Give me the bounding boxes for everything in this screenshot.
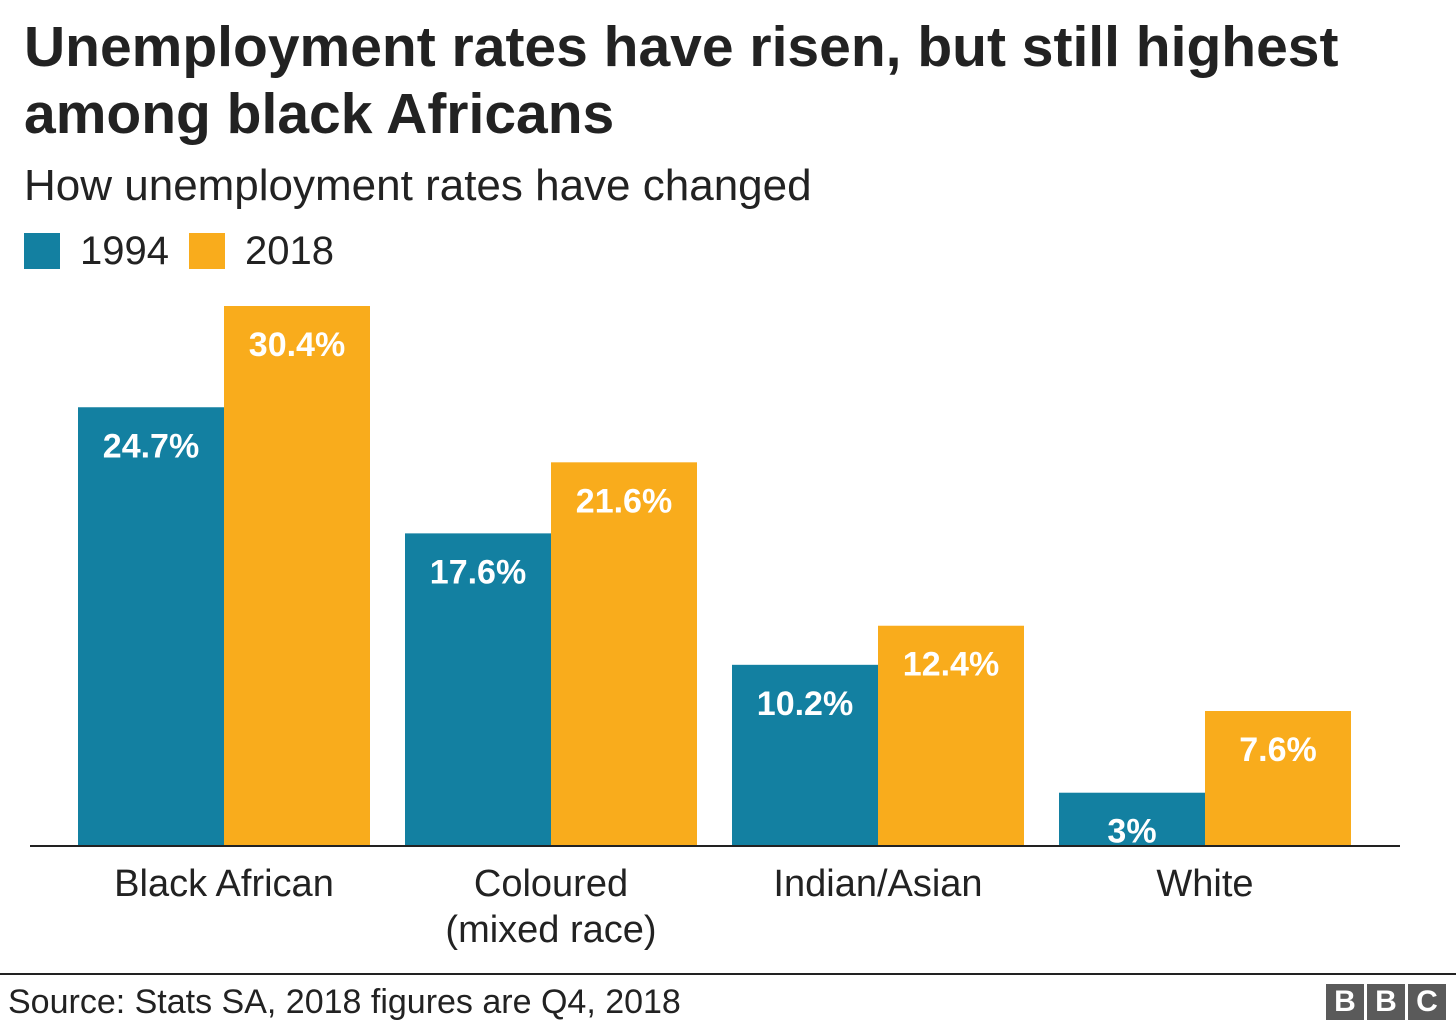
bar-white-1994 (1059, 792, 1205, 846)
data-label: 21.6% (576, 482, 672, 520)
data-label: 12.4% (903, 646, 999, 684)
x-tick-label: Indian/Asian (773, 863, 982, 905)
bar-coloured-mixed-race-2018 (551, 462, 697, 846)
bar-coloured-mixed-race-1994 (405, 533, 551, 846)
bbc-logo: B B C (1323, 984, 1446, 1020)
bbc-logo-letter: C (1408, 984, 1446, 1020)
x-tick-label: Coloured (474, 863, 628, 905)
data-label: 7.6% (1239, 731, 1317, 769)
bar-chart: 24.7% 30.4% Black African 17.6% 21.6% Coloure… (30, 306, 1400, 951)
bbc-logo-letter: B (1367, 984, 1405, 1020)
legend-swatch-1994 (24, 233, 60, 269)
data-label: 10.2% (757, 685, 853, 723)
legend-item-2018: 2018 (188, 227, 334, 275)
bar-indian-asian-2018 (878, 625, 1024, 846)
chart-subtitle: How unemployment rates have changed (24, 161, 812, 210)
legend: 1994 2018 (24, 227, 354, 275)
legend-label-2018: 2018 (244, 229, 334, 273)
x-tick-label: Black African (114, 863, 334, 905)
legend-label-1994: 1994 (80, 229, 169, 273)
bar-black-african-2018 (224, 306, 370, 846)
legend-swatch-2018 (188, 233, 225, 269)
data-label: 17.6% (430, 553, 526, 591)
data-label: 24.7% (103, 427, 199, 465)
bar-indian-asian-1994 (732, 664, 878, 846)
data-label: 3% (1107, 813, 1156, 851)
x-tick-label: White (1156, 863, 1253, 905)
legend-item-1994: 1994 (24, 227, 169, 275)
source-note: Source: Stats SA, 2018 figures are Q4, 2… (8, 983, 681, 1021)
footer-divider (0, 973, 1456, 975)
bbc-logo-letter: B (1326, 984, 1364, 1020)
x-tick-label: (mixed race) (445, 909, 656, 951)
bar-white-2018 (1205, 711, 1351, 846)
chart-title: Unemployment rates have risen, but still… (24, 15, 1339, 146)
data-label: 30.4% (249, 326, 345, 364)
bar-black-african-1994 (78, 407, 224, 846)
